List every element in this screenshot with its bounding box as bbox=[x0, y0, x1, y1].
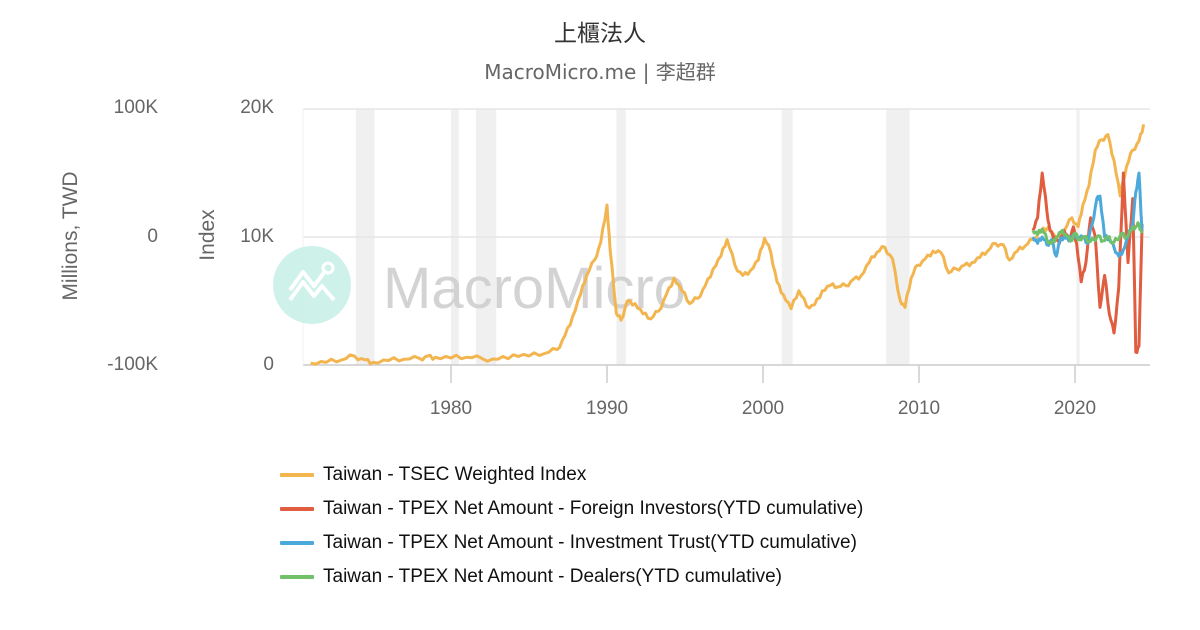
legend-item-dealers[interactable]: Taiwan - TPEX Net Amount - Dealers(YTD c… bbox=[280, 560, 863, 594]
legend-label: Taiwan - TSEC Weighted Index bbox=[323, 464, 587, 485]
legend-item-tsec-index[interactable]: Taiwan - TSEC Weighted Index bbox=[280, 458, 863, 492]
series-line-foreign-investors[interactable] bbox=[1031, 171, 1144, 354]
series-line-tsec-index[interactable] bbox=[310, 124, 1146, 366]
right-axis-tick-bottom: 0 bbox=[263, 354, 274, 375]
legend-label: Taiwan - TPEX Net Amount - Foreign Inves… bbox=[323, 498, 864, 519]
legend-swatch-trust-icon bbox=[280, 541, 314, 545]
right-axis-tick-top: 20K bbox=[240, 97, 274, 118]
watermark-text: MacroMicro bbox=[383, 256, 686, 321]
chart-subtitle: MacroMicro.me | 李超群 bbox=[484, 60, 716, 84]
left-axis-tick-mid: 0 bbox=[147, 226, 158, 247]
legend-item-investment-trust[interactable]: Taiwan - TPEX Net Amount - Investment Tr… bbox=[280, 526, 863, 560]
x-axis-tick-2020: 2020 bbox=[1053, 398, 1097, 419]
legend-item-foreign-investors[interactable]: Taiwan - TPEX Net Amount - Foreign Inves… bbox=[280, 492, 863, 526]
chart-title: 上櫃法人 bbox=[554, 21, 646, 47]
x-axis-ticks bbox=[450, 365, 1076, 383]
watermark: MacroMicro bbox=[273, 246, 686, 324]
right-axis-tick-mid: 10K bbox=[240, 226, 274, 247]
legend-label: Taiwan - TPEX Net Amount - Investment Tr… bbox=[323, 532, 857, 553]
left-axis-tick-bottom: -100K bbox=[107, 354, 158, 375]
gridlines bbox=[302, 108, 1150, 366]
legend: Taiwan - TSEC Weighted Index Taiwan - TP… bbox=[280, 458, 863, 594]
legend-swatch-tsec-icon bbox=[280, 473, 314, 477]
legend-swatch-foreign-icon bbox=[280, 507, 314, 511]
series-lines[interactable] bbox=[310, 124, 1146, 366]
x-axis-tick-1980: 1980 bbox=[429, 398, 473, 419]
x-axis-tick-2010: 2010 bbox=[897, 398, 941, 419]
left-axis-tick-top: 100K bbox=[113, 97, 158, 118]
x-axis-tick-2000: 2000 bbox=[741, 398, 785, 419]
legend-swatch-dealers-icon bbox=[280, 575, 314, 579]
series-line-dealers[interactable] bbox=[1031, 221, 1144, 245]
legend-label: Taiwan - TPEX Net Amount - Dealers(YTD c… bbox=[323, 566, 782, 587]
x-axis-tick-1990: 1990 bbox=[585, 398, 629, 419]
